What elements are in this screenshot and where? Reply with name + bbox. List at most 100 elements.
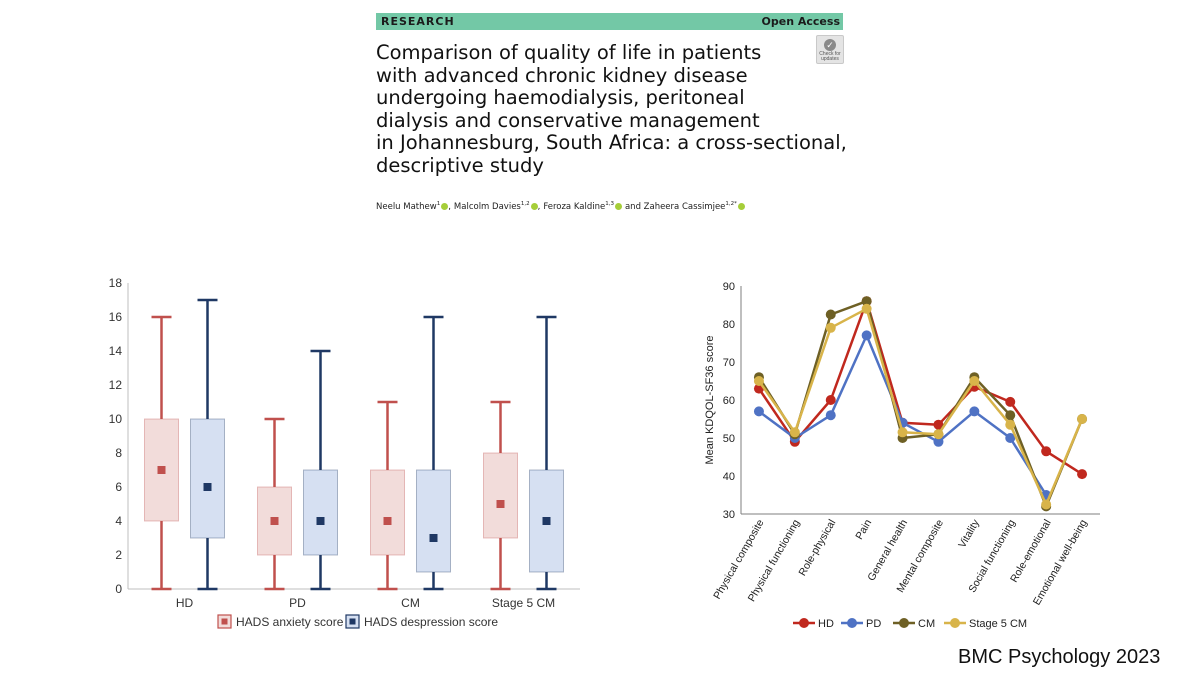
legend-label: PD	[866, 618, 881, 630]
y-tick-label: 10	[109, 412, 123, 426]
author-name[interactable]: and Zaheera Cassimjee1,2*	[624, 201, 745, 212]
median-marker	[542, 517, 551, 525]
data-point	[1041, 499, 1052, 510]
data-point	[861, 296, 872, 307]
data-point	[825, 309, 836, 320]
data-point	[753, 406, 764, 417]
author-affiliation: 1,2*	[725, 201, 737, 207]
box-iqr	[303, 469, 338, 556]
x-category-label: Pain	[853, 517, 874, 541]
y-tick-label: 60	[723, 395, 735, 407]
data-point	[825, 410, 836, 421]
x-category-label: PD	[289, 596, 306, 610]
legend-marker	[221, 618, 228, 625]
title-line: undergoing haemodialysis, peritoneal	[376, 86, 745, 109]
y-tick-label: 6	[115, 480, 122, 494]
box-iqr	[483, 452, 518, 539]
data-point	[969, 376, 980, 386]
paper-title: Comparison of quality of life in patient…	[376, 41, 847, 177]
box-iqr	[370, 469, 405, 556]
orcid-icon[interactable]	[441, 202, 449, 210]
legend-marker	[349, 618, 356, 625]
bookmark-icon: ✓	[824, 39, 836, 51]
x-category-label: Role-physical	[796, 518, 838, 579]
author-name-text: Malcolm Davies	[453, 201, 521, 212]
box-iqr	[190, 418, 225, 539]
y-tick-label: 70	[723, 357, 735, 369]
y-tick-label: 30	[723, 509, 735, 521]
data-point	[861, 330, 872, 341]
data-point	[861, 303, 872, 314]
author-name[interactable]: Malcolm Davies1,2,	[453, 201, 541, 212]
author-affiliation: 1	[436, 201, 441, 207]
median-marker	[429, 534, 438, 542]
legend-marker	[899, 618, 909, 628]
y-tick-label: 12	[109, 378, 123, 392]
data-point	[1077, 414, 1088, 424]
data-point	[1005, 410, 1016, 421]
x-category-label: Vitality	[956, 517, 982, 550]
data-point	[933, 436, 944, 447]
title-line: dialysis and conservative management	[376, 108, 760, 132]
y-tick-label: 80	[723, 319, 735, 331]
title-line: descriptive study	[376, 153, 544, 177]
legend-label: HD	[818, 618, 834, 630]
data-point	[933, 429, 944, 440]
y-tick-label: 16	[109, 310, 123, 324]
legend-marker	[799, 618, 809, 628]
median-marker	[316, 517, 325, 525]
check-for-updates-label: Check for updates	[819, 51, 841, 62]
y-tick-label: 40	[723, 471, 735, 483]
median-marker	[270, 517, 279, 525]
y-tick-label: 90	[723, 281, 735, 293]
median-marker	[203, 483, 212, 491]
author-name-text: and Zaheera Cassimjee	[624, 201, 726, 212]
orcid-icon[interactable]	[614, 202, 622, 210]
y-axis-title: Mean KDQOL-SF36 score	[704, 336, 716, 465]
orcid-icon[interactable]	[737, 202, 745, 210]
data-point	[897, 427, 908, 438]
median-marker	[496, 500, 505, 508]
y-tick-label: 0	[115, 582, 122, 596]
x-category-label: Stage 5 CM	[492, 596, 555, 610]
orcid-icon[interactable]	[530, 202, 538, 210]
box-iqr	[416, 469, 451, 573]
article-type-banner: RESEARCH Open Access	[376, 13, 843, 30]
author-separator: ,	[448, 201, 451, 212]
open-access-label[interactable]: Open Access	[761, 15, 840, 28]
y-tick-label: 8	[115, 446, 122, 460]
legend-marker	[847, 618, 857, 628]
title-line: in Johannesburg, South Africa: a cross-s…	[376, 131, 847, 154]
series-line	[757, 307, 1084, 506]
data-point	[825, 322, 836, 333]
data-point	[1041, 446, 1052, 457]
x-category-label: CM	[401, 596, 420, 610]
data-point	[1005, 433, 1016, 443]
section-label: RESEARCH	[381, 15, 455, 28]
data-point	[789, 427, 800, 438]
journal-caption: BMC Psychology 2023	[958, 646, 1161, 668]
author-affiliation: 1,3	[605, 201, 614, 207]
legend-label: CM	[918, 618, 935, 630]
series-line	[757, 299, 1084, 508]
author-name[interactable]: Neelu Mathew1,	[376, 201, 451, 212]
author-separator: ,	[537, 201, 541, 212]
y-tick-label: 4	[115, 514, 122, 528]
author-name[interactable]: Feroza Kaldine1,3	[543, 201, 622, 212]
data-point	[1005, 396, 1016, 407]
y-tick-label: 18	[109, 276, 123, 290]
x-category-label: HD	[176, 596, 194, 610]
author-name-text: Feroza Kaldine	[543, 201, 606, 212]
median-marker	[157, 466, 166, 474]
y-tick-label: 14	[109, 344, 123, 358]
author-list: Neelu Mathew1, Malcolm Davies1,2, Feroza K…	[376, 201, 748, 212]
data-point	[933, 419, 944, 430]
data-point	[1005, 419, 1016, 430]
legend-label: HADS anxiety score	[236, 615, 344, 629]
series-line	[757, 299, 1083, 476]
check-for-updates-badge[interactable]: ✓ Check for updates	[816, 35, 844, 64]
y-tick-label: 50	[723, 433, 735, 445]
data-point	[753, 376, 764, 386]
title-line: Comparison of quality of life in patient…	[376, 41, 762, 64]
